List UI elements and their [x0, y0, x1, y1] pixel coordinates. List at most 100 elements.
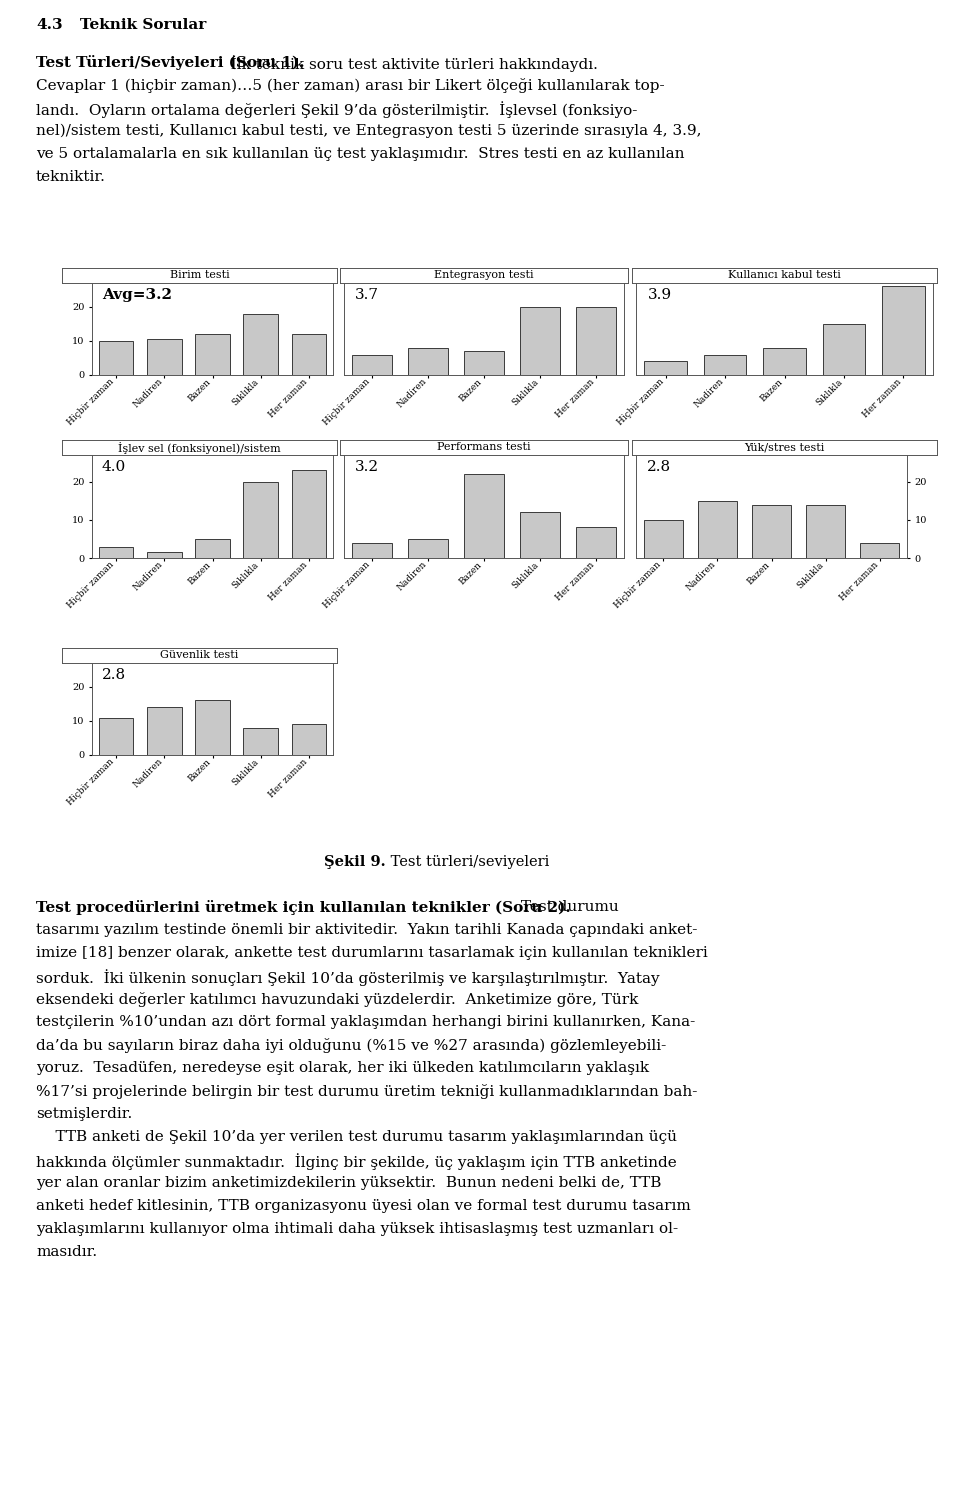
- Text: Entegrasyon testi: Entegrasyon testi: [434, 271, 534, 281]
- Bar: [99, 341, 133, 375]
- Text: Test procedürlerini üretmek için kullanılan teknikler (Soru 2).: Test procedürlerini üretmek için kullanı…: [36, 900, 571, 915]
- Bar: [99, 718, 133, 755]
- Bar: [823, 324, 865, 375]
- Bar: [351, 543, 392, 558]
- Text: Her zaman: Her zaman: [267, 561, 309, 602]
- Text: Nadiren: Nadiren: [684, 561, 717, 593]
- Bar: [147, 339, 181, 375]
- Text: 2.8: 2.8: [102, 668, 126, 681]
- Text: tasarımı yazılım testinde önemli bir aktivitedir.  Yakın tarihli Kanada çapındak: tasarımı yazılım testinde önemli bir akt…: [36, 923, 697, 937]
- Text: eksendeki değerler katılımcı havuzundaki yüzdelerdir.  Anketimize göre, Türk: eksendeki değerler katılımcı havuzundaki…: [36, 992, 638, 1007]
- Bar: [520, 306, 561, 375]
- Bar: [698, 501, 737, 558]
- Bar: [763, 348, 805, 375]
- Bar: [860, 543, 900, 558]
- Bar: [752, 504, 791, 558]
- Text: Her zaman: Her zaman: [554, 378, 596, 419]
- Bar: [576, 306, 616, 375]
- Text: Kullanıcı kabul testi: Kullanıcı kabul testi: [728, 271, 841, 281]
- Text: Bazen: Bazen: [186, 378, 212, 403]
- Text: Her zaman: Her zaman: [861, 378, 903, 419]
- Bar: [576, 528, 616, 558]
- Text: yoruz.  Tesadüfen, neredeyse eşit olarak, her iki ülkeden katılımcıların yaklaşı: yoruz. Tesadüfen, neredeyse eşit olarak,…: [36, 1062, 649, 1075]
- Text: hakkında ölçümler sunmaktadır.  İlginç bir şekilde, üç yaklaşım için TTB anketin: hakkında ölçümler sunmaktadır. İlginç bi…: [36, 1152, 677, 1170]
- Text: setmişlerdir.: setmişlerdir.: [36, 1106, 132, 1121]
- Text: TTB anketi de Şekil 10’da yer verilen test durumu tasarım yaklaşımlarından üçü: TTB anketi de Şekil 10’da yer verilen te…: [36, 1130, 677, 1144]
- Text: Sıklıkla: Sıklıkla: [510, 378, 540, 407]
- Text: Test Türleri/Seviyeleri (Soru 1).: Test Türleri/Seviyeleri (Soru 1).: [36, 55, 304, 70]
- Bar: [464, 474, 504, 558]
- Text: Bazen: Bazen: [186, 561, 212, 586]
- Text: Bazen: Bazen: [458, 378, 484, 403]
- Text: 3.9: 3.9: [648, 287, 672, 302]
- Text: Sıklıkla: Sıklıkla: [230, 378, 261, 407]
- Text: masıdır.: masıdır.: [36, 1245, 97, 1259]
- Text: Sıklıkla: Sıklıkla: [230, 757, 261, 787]
- Bar: [408, 538, 448, 558]
- Text: imize [18] benzer olarak, ankette test durumlarını tasarlamak için kullanılan te: imize [18] benzer olarak, ankette test d…: [36, 946, 708, 961]
- Bar: [704, 354, 747, 375]
- Bar: [292, 470, 326, 558]
- Text: Yük/stres testi: Yük/stres testi: [744, 443, 825, 452]
- Text: Sıklıkla: Sıklıkla: [510, 561, 540, 590]
- Text: Her zaman: Her zaman: [267, 378, 309, 419]
- Bar: [147, 708, 181, 755]
- Bar: [292, 724, 326, 755]
- Bar: [243, 314, 278, 375]
- Bar: [99, 547, 133, 558]
- Text: Her zaman: Her zaman: [267, 757, 309, 799]
- Text: Nadiren: Nadiren: [692, 378, 725, 410]
- Text: Hiçbir zaman: Hiçbir zaman: [613, 561, 663, 610]
- Text: nel)/sistem testi, Kullanıcı kabul testi, ve Entegrasyon testi 5 üzerinde sırası: nel)/sistem testi, Kullanıcı kabul testi…: [36, 123, 702, 138]
- Text: sorduk.  İki ülkenin sonuçları Şekil 10’da gösterilmiş ve karşılaştırılmıştır.  : sorduk. İki ülkenin sonuçları Şekil 10’d…: [36, 970, 660, 986]
- Text: ve 5 ortalamalarla en sık kullanılan üç test yaklaşımıdır.  Stres testi en az ku: ve 5 ortalamalarla en sık kullanılan üç …: [36, 147, 684, 161]
- Text: 4.3: 4.3: [36, 18, 62, 33]
- Bar: [882, 287, 924, 375]
- Text: Şekil 9.: Şekil 9.: [324, 855, 386, 868]
- Text: Bazen: Bazen: [458, 561, 484, 586]
- Text: Hiçbir zaman: Hiçbir zaman: [322, 561, 372, 610]
- Text: Sıklıkla: Sıklıkla: [814, 378, 844, 407]
- Text: Test türleri/seviyeleri: Test türleri/seviyeleri: [386, 855, 549, 868]
- Text: Nadiren: Nadiren: [396, 561, 428, 593]
- Bar: [520, 512, 561, 558]
- Text: Birim testi: Birim testi: [170, 271, 229, 281]
- Bar: [195, 700, 229, 755]
- Bar: [243, 727, 278, 755]
- Text: Sıklıkla: Sıklıkla: [796, 561, 826, 590]
- Text: Hiçbir zaman: Hiçbir zaman: [66, 757, 116, 807]
- Bar: [147, 552, 181, 558]
- Text: tekniktir.: tekniktir.: [36, 170, 106, 184]
- Bar: [408, 348, 448, 375]
- Text: Nadiren: Nadiren: [132, 561, 164, 593]
- Bar: [643, 520, 683, 558]
- Text: landı.  Oyların ortalama değerleri Şekil 9’da gösterilmiştir.  İşlevsel (fonksiy: landı. Oyların ortalama değerleri Şekil …: [36, 101, 637, 117]
- Text: Bazen: Bazen: [186, 757, 212, 784]
- Text: yaklaşımlarını kullanıyor olma ihtimali daha yüksek ihtisaslaşmış test uzmanları: yaklaşımlarını kullanıyor olma ihtimali …: [36, 1222, 678, 1236]
- Text: 4.0: 4.0: [102, 459, 126, 474]
- Text: İlk teknik soru test aktivite türleri hakkındaydı.: İlk teknik soru test aktivite türleri ha…: [221, 55, 598, 71]
- Text: %17’si projelerinde belirgin bir test durumu üretim tekniği kullanmadıklarından : %17’si projelerinde belirgin bir test du…: [36, 1084, 697, 1099]
- Text: Her zaman: Her zaman: [838, 561, 880, 602]
- Text: 2.8: 2.8: [647, 459, 671, 474]
- Text: İşlev sel (fonksiyonel)/sistem: İşlev sel (fonksiyonel)/sistem: [118, 442, 281, 454]
- Text: Hiçbir zaman: Hiçbir zaman: [322, 378, 372, 427]
- Text: Hiçbir zaman: Hiçbir zaman: [66, 561, 116, 610]
- Text: Bazen: Bazen: [745, 561, 772, 586]
- Text: Teknik Sorular: Teknik Sorular: [80, 18, 206, 33]
- Text: 3.2: 3.2: [355, 459, 379, 474]
- Text: Performans testi: Performans testi: [437, 443, 531, 452]
- Text: 3.7: 3.7: [355, 287, 379, 302]
- Text: Test durumu: Test durumu: [516, 900, 619, 915]
- Bar: [806, 504, 845, 558]
- Text: anketi hedef kitlesinin, TTB organizasyonu üyesi olan ve formal test durumu tasa: anketi hedef kitlesinin, TTB organizasyo…: [36, 1199, 691, 1213]
- Bar: [292, 335, 326, 375]
- Text: Her zaman: Her zaman: [554, 561, 596, 602]
- Text: da’da bu sayıların biraz daha iyi olduğunu (%15 ve %27 arasında) gözlemleyebili-: da’da bu sayıların biraz daha iyi olduğu…: [36, 1038, 666, 1053]
- Text: Güvenlik testi: Güvenlik testi: [160, 650, 239, 660]
- Text: Hiçbir zaman: Hiçbir zaman: [66, 378, 116, 427]
- Bar: [195, 335, 229, 375]
- Bar: [351, 354, 392, 375]
- Bar: [644, 361, 687, 375]
- Text: yer alan oranlar bizim anketimizdekilerin yüksektir.  Bunun nedeni belki de, TTB: yer alan oranlar bizim anketimizdekileri…: [36, 1176, 661, 1190]
